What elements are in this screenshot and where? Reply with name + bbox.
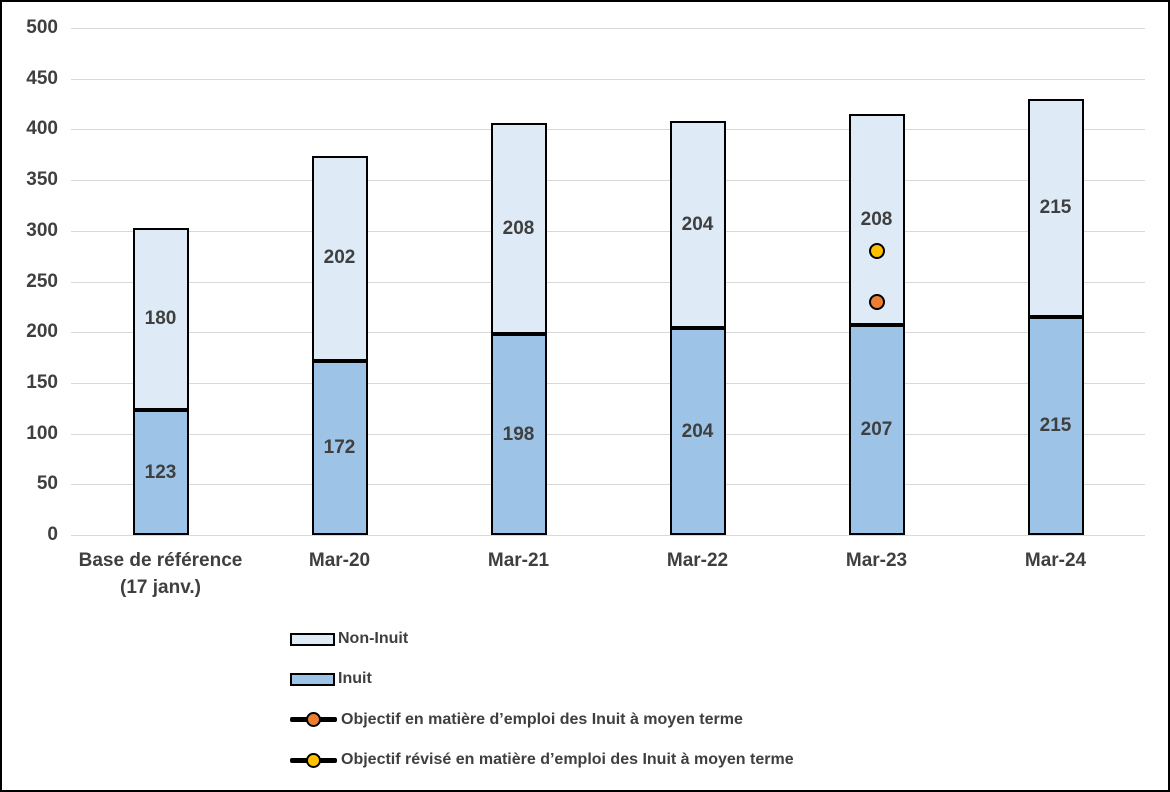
y-axis-tick-label: 400 xyxy=(26,118,58,140)
bar-segment-inuit xyxy=(669,328,726,535)
legend-item: Objectif en matière d’emploi des Inuit à… xyxy=(290,707,743,733)
y-axis-tick-label: 50 xyxy=(36,473,58,495)
gridline xyxy=(71,433,1145,435)
gridline xyxy=(71,78,1145,80)
y-axis-tick-label: 250 xyxy=(26,270,58,292)
gridline xyxy=(71,281,1145,283)
gridline xyxy=(71,129,1145,131)
category-label-line: (17 janv.) xyxy=(120,577,201,598)
bar-segment-inuit xyxy=(132,410,189,535)
gridline xyxy=(71,484,1145,486)
bar-value-label-non-inuit: 204 xyxy=(681,213,714,235)
bar-value-label-inuit: 172 xyxy=(323,436,356,458)
bar-value-label-inuit: 204 xyxy=(681,420,714,442)
legend-swatch-icon xyxy=(290,672,335,686)
category-label-line: Base de référence xyxy=(78,550,243,571)
gridline xyxy=(71,535,1145,536)
legend-item-label: Non-Inuit xyxy=(338,630,409,647)
gridline xyxy=(71,382,1145,384)
category-label-line: Mar-24 xyxy=(1024,550,1087,571)
category-label-line: Mar-23 xyxy=(845,550,908,571)
legend-item: Non-Inuit xyxy=(290,626,408,652)
legend-item: Inuit xyxy=(290,666,372,692)
y-axis-tick-label: 500 xyxy=(26,17,58,38)
gridline xyxy=(71,180,1145,182)
legend-line-marker-icon xyxy=(290,752,337,768)
legend-item: Objectif révisé en matière d’emploi des … xyxy=(290,747,794,773)
gridline xyxy=(71,332,1145,334)
category-label: Mar-24 xyxy=(956,547,1156,574)
bar-segment-non-inuit xyxy=(669,121,726,329)
legend-item-label: Objectif en matière d’emploi des Inuit à… xyxy=(341,710,743,728)
bar-value-label-non-inuit: 208 xyxy=(860,208,893,230)
y-axis-tick-label: 200 xyxy=(26,321,58,343)
y-axis-tick-label: 150 xyxy=(26,371,58,393)
y-axis-tick-label: 450 xyxy=(26,67,58,89)
target-marker-dot xyxy=(868,293,885,310)
legend-swatch-icon xyxy=(290,632,335,646)
category-label: Mar-23 xyxy=(777,547,977,574)
bar-value-label-inuit: 198 xyxy=(502,423,535,445)
category-label: Base de référence (17 janv.) xyxy=(61,547,261,601)
bar-value-label-inuit: 123 xyxy=(144,461,177,483)
bar-value-label-inuit: 215 xyxy=(1039,414,1072,436)
bar-segment-non-inuit xyxy=(311,155,368,361)
legend-marker-dot xyxy=(306,712,321,728)
bar-segment-inuit xyxy=(1027,316,1084,535)
bar-segment-inuit xyxy=(490,334,547,535)
bar-segment-non-inuit xyxy=(490,123,547,335)
bar-value-label-non-inuit: 215 xyxy=(1039,196,1072,218)
bar-segment-non-inuit xyxy=(1027,98,1084,317)
bar-value-label-non-inuit: 208 xyxy=(502,217,535,239)
bar-value-label-inuit: 207 xyxy=(860,419,893,441)
legend-line-marker-icon xyxy=(290,712,337,728)
legend-item-label: Objectif révisé en matière d’emploi des … xyxy=(341,751,794,769)
bar-segment-inuit xyxy=(311,360,368,535)
gridline xyxy=(71,28,1145,29)
category-label-line: Mar-21 xyxy=(487,550,550,571)
y-axis-tick-label: 300 xyxy=(26,219,58,241)
category-label: Mar-22 xyxy=(598,547,798,574)
category-label: Mar-20 xyxy=(240,547,440,574)
bar-value-label-non-inuit: 180 xyxy=(144,308,177,330)
y-axis-tick-label: 0 xyxy=(47,524,58,545)
y-axis-tick-label: 350 xyxy=(26,169,58,191)
category-label-line: Mar-20 xyxy=(308,550,371,571)
bar-value-label-non-inuit: 202 xyxy=(323,247,356,269)
y-axis-tick-label: 100 xyxy=(26,422,58,444)
category-label-line: Mar-22 xyxy=(666,550,729,571)
target-marker-dot xyxy=(868,243,885,260)
gridline xyxy=(71,230,1145,232)
legend-marker-dot xyxy=(306,752,321,768)
category-label: Mar-21 xyxy=(419,547,619,574)
legend-item-label: Inuit xyxy=(338,670,372,688)
bar-segment-non-inuit xyxy=(132,227,189,411)
bar-segment-inuit xyxy=(848,325,905,535)
bar-segment-non-inuit xyxy=(848,114,905,326)
